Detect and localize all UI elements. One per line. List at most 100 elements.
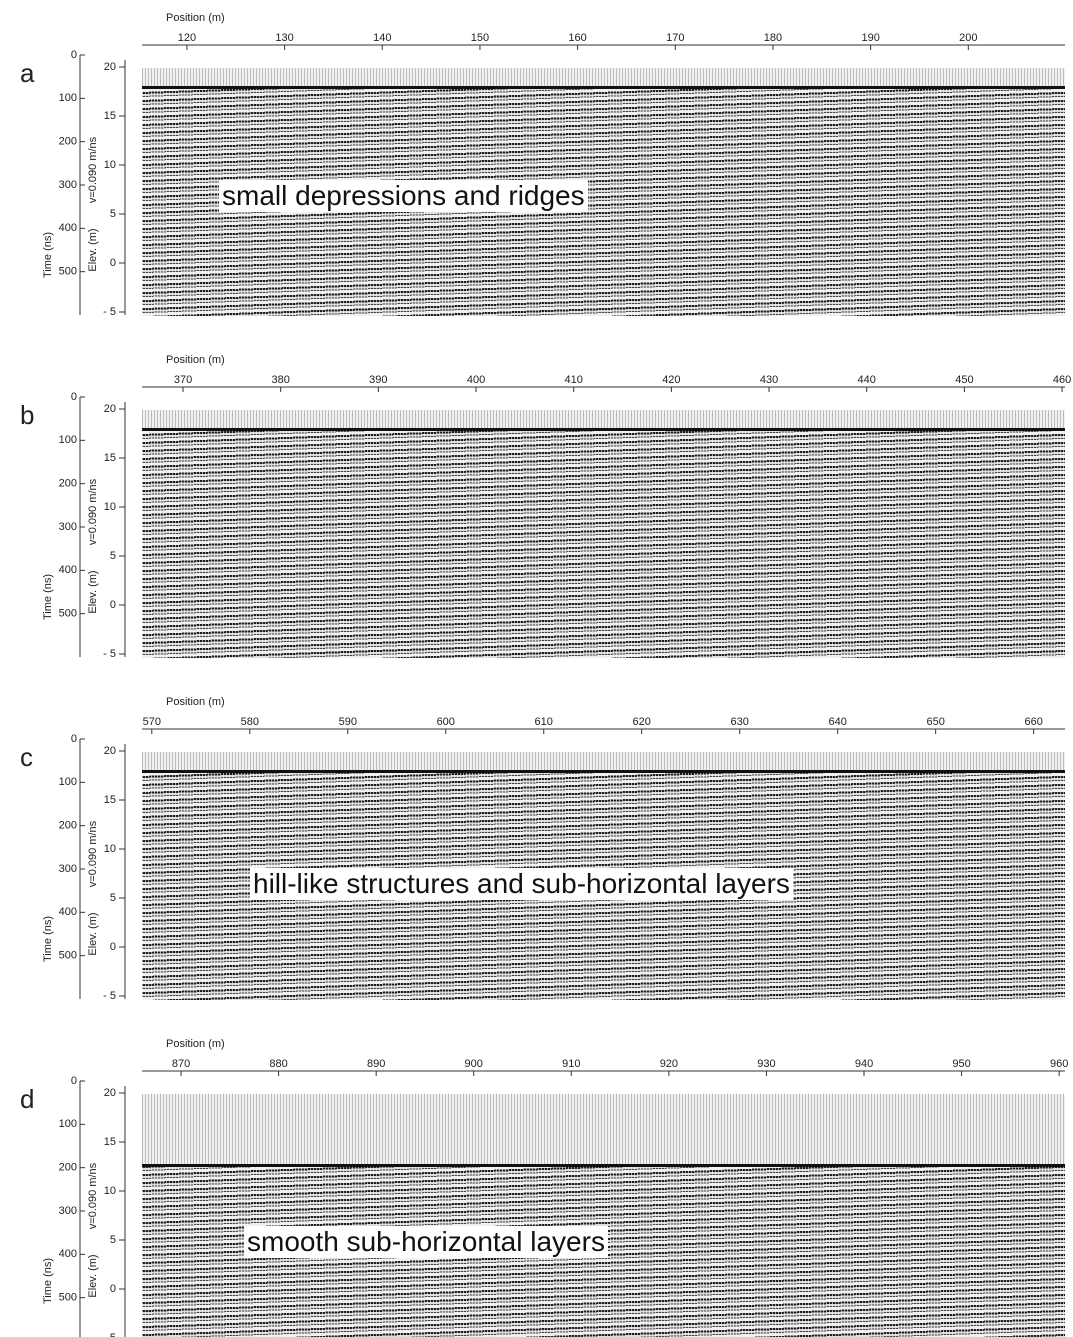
x-tick-label: 460	[1053, 374, 1071, 386]
panel-letter: d	[20, 1084, 34, 1114]
panel-letter: b	[20, 400, 34, 430]
radargram	[142, 1094, 1065, 1337]
x-tick-label: 120	[178, 32, 196, 44]
time-tick-label: 500	[59, 608, 77, 620]
elev-tick-label: 0	[110, 1283, 116, 1295]
x-tick-label: 650	[926, 716, 944, 728]
x-tick-label: 150	[471, 32, 489, 44]
position-label: Position (m)	[166, 12, 225, 24]
annotation: hill-like structures and sub-horizontal …	[250, 868, 793, 900]
elev-label: Elev. (m)	[87, 912, 99, 955]
elev-tick-label: 15	[104, 1136, 116, 1148]
time-tick-label: 0	[71, 1075, 77, 1087]
elev-label: Elev. (m)	[87, 228, 99, 271]
x-tick-label: 140	[373, 32, 391, 44]
x-tick-label: 410	[565, 374, 583, 386]
annotation: small depressions and ridges	[219, 180, 588, 212]
time-tick-label: 200	[59, 478, 77, 490]
elev-tick-label: - 5	[103, 1332, 116, 1337]
x-tick-label: 590	[339, 716, 357, 728]
elev-tick-label: 10	[104, 1185, 116, 1197]
x-tick-label: 390	[369, 374, 387, 386]
x-tick-label: 570	[143, 716, 161, 728]
velocity-label: v=0.090 m/ns	[87, 820, 99, 887]
time-label: Time (ns)	[42, 232, 54, 278]
elev-tick-label: - 5	[103, 648, 116, 660]
position-label: Position (m)	[166, 1038, 225, 1050]
x-tick-label: 620	[633, 716, 651, 728]
x-tick-label: 370	[174, 374, 192, 386]
time-tick-label: 100	[59, 92, 77, 104]
velocity-label: v=0.090 m/ns	[87, 136, 99, 203]
time-tick-label: 300	[59, 863, 77, 875]
x-tick-label: 430	[760, 374, 778, 386]
x-tick-label: 920	[660, 1058, 678, 1070]
elev-tick-label: 15	[104, 452, 116, 464]
time-tick-label: 300	[59, 1205, 77, 1217]
x-tick-label: 960	[1050, 1058, 1068, 1070]
x-tick-label: 580	[241, 716, 259, 728]
time-tick-label: 0	[71, 391, 77, 403]
elev-label: Elev. (m)	[87, 570, 99, 613]
time-label: Time (ns)	[42, 574, 54, 620]
elev-tick-label: 10	[104, 159, 116, 171]
elev-tick-label: 20	[104, 403, 116, 415]
x-tick-label: 400	[467, 374, 485, 386]
time-tick-label: 100	[59, 776, 77, 788]
x-tick-label: 180	[764, 32, 782, 44]
elev-tick-label: 20	[104, 61, 116, 73]
elev-tick-label: 0	[110, 941, 116, 953]
x-tick-label: 190	[861, 32, 879, 44]
x-tick-label: 910	[562, 1058, 580, 1070]
elev-tick-label: 5	[110, 892, 116, 904]
elev-tick-label: 5	[110, 1234, 116, 1246]
time-tick-label: 200	[59, 820, 77, 832]
x-tick-label: 130	[275, 32, 293, 44]
elev-tick-label: 10	[104, 843, 116, 855]
time-label: Time (ns)	[42, 1258, 54, 1304]
x-tick-label: 900	[465, 1058, 483, 1070]
elev-tick-label: 0	[110, 599, 116, 611]
time-tick-label: 400	[59, 564, 77, 576]
x-tick-label: 600	[437, 716, 455, 728]
x-tick-label: 890	[367, 1058, 385, 1070]
velocity-label: v=0.090 m/ns	[87, 478, 99, 545]
position-label: Position (m)	[166, 354, 225, 366]
radargram	[142, 410, 1065, 658]
time-tick-label: 100	[59, 1118, 77, 1130]
time-tick-label: 400	[59, 1248, 77, 1260]
x-tick-label: 630	[731, 716, 749, 728]
time-label: Time (ns)	[42, 916, 54, 962]
elev-tick-label: 15	[104, 794, 116, 806]
time-tick-label: 0	[71, 733, 77, 745]
elev-tick-label: - 5	[103, 306, 116, 318]
time-tick-label: 300	[59, 521, 77, 533]
x-tick-label: 950	[952, 1058, 970, 1070]
x-tick-label: 940	[855, 1058, 873, 1070]
elev-tick-label: 20	[104, 745, 116, 757]
air-wave	[142, 68, 1065, 89]
x-tick-label: 930	[757, 1058, 775, 1070]
air-wave	[142, 410, 1065, 431]
x-tick-label: 880	[269, 1058, 287, 1070]
elev-tick-label: 15	[104, 110, 116, 122]
elev-tick-label: 10	[104, 501, 116, 513]
x-tick-label: 610	[535, 716, 553, 728]
elev-tick-label: - 5	[103, 990, 116, 1002]
time-tick-label: 500	[59, 266, 77, 278]
x-tick-label: 640	[828, 716, 846, 728]
x-tick-label: 160	[568, 32, 586, 44]
time-tick-label: 0	[71, 49, 77, 61]
time-tick-label: 200	[59, 1162, 77, 1174]
velocity-label: v=0.090 m/ns	[87, 1162, 99, 1229]
x-tick-label: 660	[1024, 716, 1042, 728]
elev-tick-label: 0	[110, 257, 116, 269]
position-label: Position (m)	[166, 696, 225, 708]
elev-label: Elev. (m)	[87, 1254, 99, 1297]
time-tick-label: 300	[59, 179, 77, 191]
x-tick-label: 200	[959, 32, 977, 44]
annotation: smooth sub-horizontal layers	[244, 1226, 608, 1258]
time-tick-label: 100	[59, 434, 77, 446]
